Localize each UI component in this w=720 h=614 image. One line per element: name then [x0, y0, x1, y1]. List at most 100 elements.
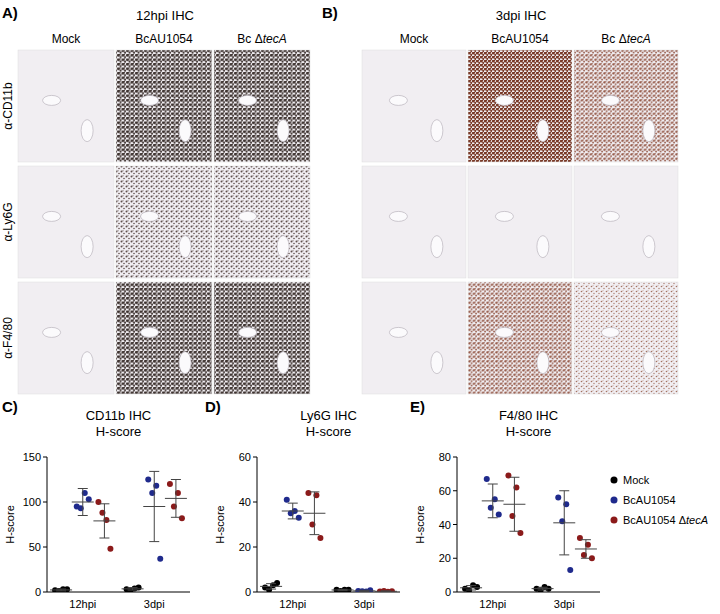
data-point [107, 546, 113, 552]
y-tick-label: 150 [23, 451, 41, 463]
data-point [555, 495, 561, 501]
airway [601, 211, 619, 221]
error-cap [128, 590, 138, 591]
mean-line [532, 588, 554, 589]
data-point [296, 515, 302, 521]
y-tick-label: 40 [239, 496, 251, 508]
figure: A)12hpi IHCMockBcAU1054Bc ΔtecAα-CD11bα-… [0, 0, 720, 614]
micrograph [468, 50, 572, 162]
error-cap [381, 590, 391, 591]
error-cap [149, 541, 159, 542]
airway [43, 327, 61, 337]
row-label: α-F4/80 [1, 317, 15, 359]
data-point [274, 580, 280, 586]
error-stem [82, 489, 83, 516]
y-axis [47, 457, 48, 592]
error-cap [171, 517, 181, 518]
chart-title: CD11b IHC [86, 408, 152, 423]
y-tick [453, 524, 457, 525]
error-bar [466, 586, 476, 590]
airway [495, 211, 513, 221]
error-cap [488, 484, 498, 485]
data-point [179, 515, 185, 521]
error-stem [471, 586, 472, 590]
micrograph [18, 282, 114, 394]
error-stem [492, 484, 493, 518]
data-point [284, 497, 290, 503]
column-header: Mock [52, 32, 82, 46]
y-tick-label: 0 [35, 586, 41, 598]
error-bar [56, 589, 66, 591]
airway [389, 327, 407, 337]
column-header: Bc ΔtecA [237, 32, 286, 46]
airway [389, 211, 407, 221]
airway [239, 211, 257, 221]
error-bar [288, 503, 298, 519]
error-cap [309, 491, 319, 492]
data-point [305, 490, 311, 496]
airway [277, 120, 289, 142]
legend-swatch [611, 497, 618, 504]
error-cap [538, 589, 548, 590]
error-stem [271, 584, 272, 589]
data-point [317, 535, 323, 541]
airway [537, 352, 549, 374]
y-tick [453, 558, 457, 559]
error-bar [359, 590, 369, 591]
airway [179, 352, 191, 374]
chart-subtitle: H-score [96, 424, 142, 439]
y-axis-label: H-score [214, 505, 226, 544]
mean-line [50, 589, 72, 590]
error-cap [559, 490, 569, 491]
y-axis-label: H-score [4, 505, 16, 544]
row-label: α-CD11b [1, 82, 15, 130]
mean-line [375, 591, 397, 592]
error-stem [585, 540, 586, 559]
airway [277, 236, 289, 258]
error-bar [149, 471, 159, 541]
y-tick [43, 547, 47, 548]
error-cap [309, 534, 319, 535]
micrograph [18, 166, 114, 278]
error-cap [338, 589, 348, 590]
airway [389, 95, 407, 105]
micrograph [362, 50, 466, 162]
data-point [145, 477, 151, 483]
error-cap [359, 590, 369, 591]
x-tick-label: 3dpi [144, 598, 165, 610]
error-cap [359, 591, 369, 592]
panel-label: C) [2, 398, 18, 415]
error-cap [538, 587, 548, 588]
y-tick [453, 490, 457, 491]
legend-label: Mock [623, 474, 650, 486]
airway [277, 352, 289, 374]
error-stem [154, 471, 155, 541]
micrograph [116, 50, 212, 162]
y-tick-label: 60 [239, 451, 251, 463]
panel-title: 12hpi IHC [136, 8, 194, 23]
airway [141, 327, 159, 337]
chart-subtitle: H-score [306, 424, 352, 439]
chart: D)Ly6G IHCH-score0204060H-score12hpi3dpi [205, 398, 400, 610]
y-tick-label: 0 [245, 586, 251, 598]
airway [537, 236, 549, 258]
error-bar [538, 587, 548, 590]
y-tick [453, 457, 457, 458]
error-stem [292, 503, 293, 519]
y-tick-label: 80 [439, 451, 451, 463]
legend-label: BcAU1054 [623, 494, 676, 506]
panel-label: E) [410, 398, 425, 415]
airway [43, 95, 61, 105]
panel-label: D) [205, 398, 221, 415]
error-cap [56, 589, 66, 590]
error-cap [149, 471, 159, 472]
error-cap [78, 488, 88, 489]
micrograph [214, 50, 310, 162]
marks [260, 490, 397, 592]
airway [81, 120, 93, 142]
airway [431, 352, 443, 374]
data-point [167, 481, 173, 487]
micrograph [116, 282, 212, 394]
y-axis-label: H-score [414, 505, 426, 544]
error-cap [466, 585, 476, 586]
